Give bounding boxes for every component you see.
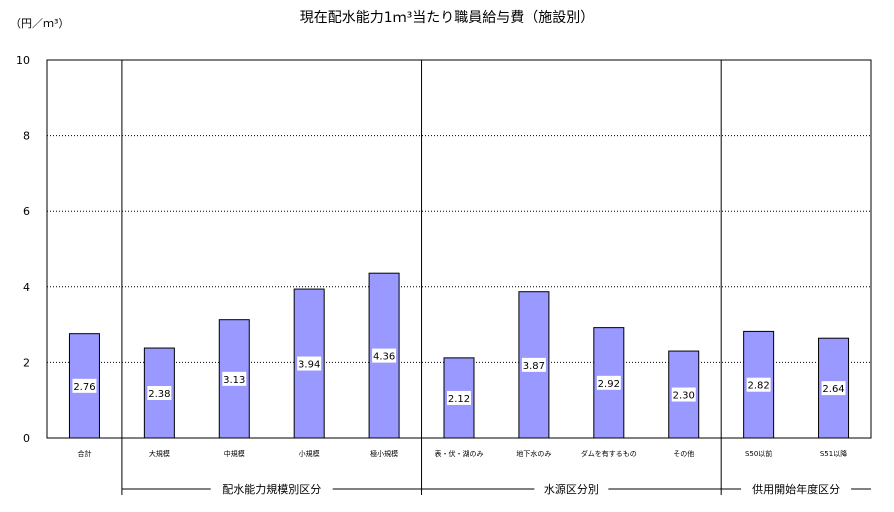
data-label-4: 4.36 xyxy=(373,352,395,363)
data-label-bg-5 xyxy=(447,390,471,405)
y-tick-label-1: 2 xyxy=(23,356,30,369)
data-label-bg-9 xyxy=(746,377,771,392)
data-label-10: 2.64 xyxy=(822,384,844,395)
category-label-7: ダムを有するもの xyxy=(581,449,637,458)
data-label-bg-1 xyxy=(147,386,172,401)
data-label-bg-2 xyxy=(222,371,247,386)
y-axis-label: （円／ｍ³） xyxy=(10,17,69,30)
category-label-9: S50以前 xyxy=(745,449,772,458)
category-label-5: 表・伏・湖のみ xyxy=(435,449,484,458)
data-label-9: 2.82 xyxy=(748,381,770,392)
group-label-0: 配水能力規模別区分 xyxy=(222,482,321,496)
category-label-6: 地下水のみ xyxy=(516,449,551,458)
data-label-0: 2.76 xyxy=(73,382,95,393)
category-label-1: 大規模 xyxy=(149,449,170,458)
chart-title: 現在配水能力1ｍ³当たり職員給与費（施設別） xyxy=(300,10,595,26)
data-label-2: 3.13 xyxy=(223,375,245,386)
plot-area: 0 2 4 6 8 10 配水能力規模別区分 水源区分別 供用開始年度区分 2.76 合計 2.38 大… xyxy=(16,54,872,496)
data-label-6: 3.87 xyxy=(523,361,545,372)
data-label-bg-6 xyxy=(521,357,546,372)
data-label-7: 2.92 xyxy=(598,379,620,390)
category-label-8: その他 xyxy=(673,449,694,458)
category-label-10: S51以降 xyxy=(820,449,847,458)
data-label-bg-8 xyxy=(671,387,696,402)
data-label-1: 2.38 xyxy=(148,389,170,400)
y-tick-label-4: 8 xyxy=(23,130,30,143)
data-label-bg-7 xyxy=(596,375,621,390)
data-label-bg-3 xyxy=(297,356,322,371)
group-label-2: 供用開始年度区分 xyxy=(752,482,840,496)
y-tick-label-3: 6 xyxy=(23,205,30,218)
data-label-bg-0 xyxy=(72,378,97,393)
data-label-5: 2.12 xyxy=(448,394,470,405)
data-label-bg-4 xyxy=(372,348,397,363)
category-label-3: 小規模 xyxy=(299,449,320,458)
y-tick-label-5: 10 xyxy=(16,54,30,67)
category-label-2: 中規模 xyxy=(224,449,245,458)
y-tick-label-0: 0 xyxy=(23,432,30,445)
data-label-3: 3.94 xyxy=(298,360,320,371)
category-label-0: 合計 xyxy=(77,449,91,458)
y-tick-label-2: 4 xyxy=(23,281,30,294)
group-label-1: 水源区分別 xyxy=(544,482,599,496)
data-label-8: 2.30 xyxy=(673,391,695,402)
category-label-4: 極小規模 xyxy=(370,449,398,458)
data-label-bg-10 xyxy=(821,381,846,396)
